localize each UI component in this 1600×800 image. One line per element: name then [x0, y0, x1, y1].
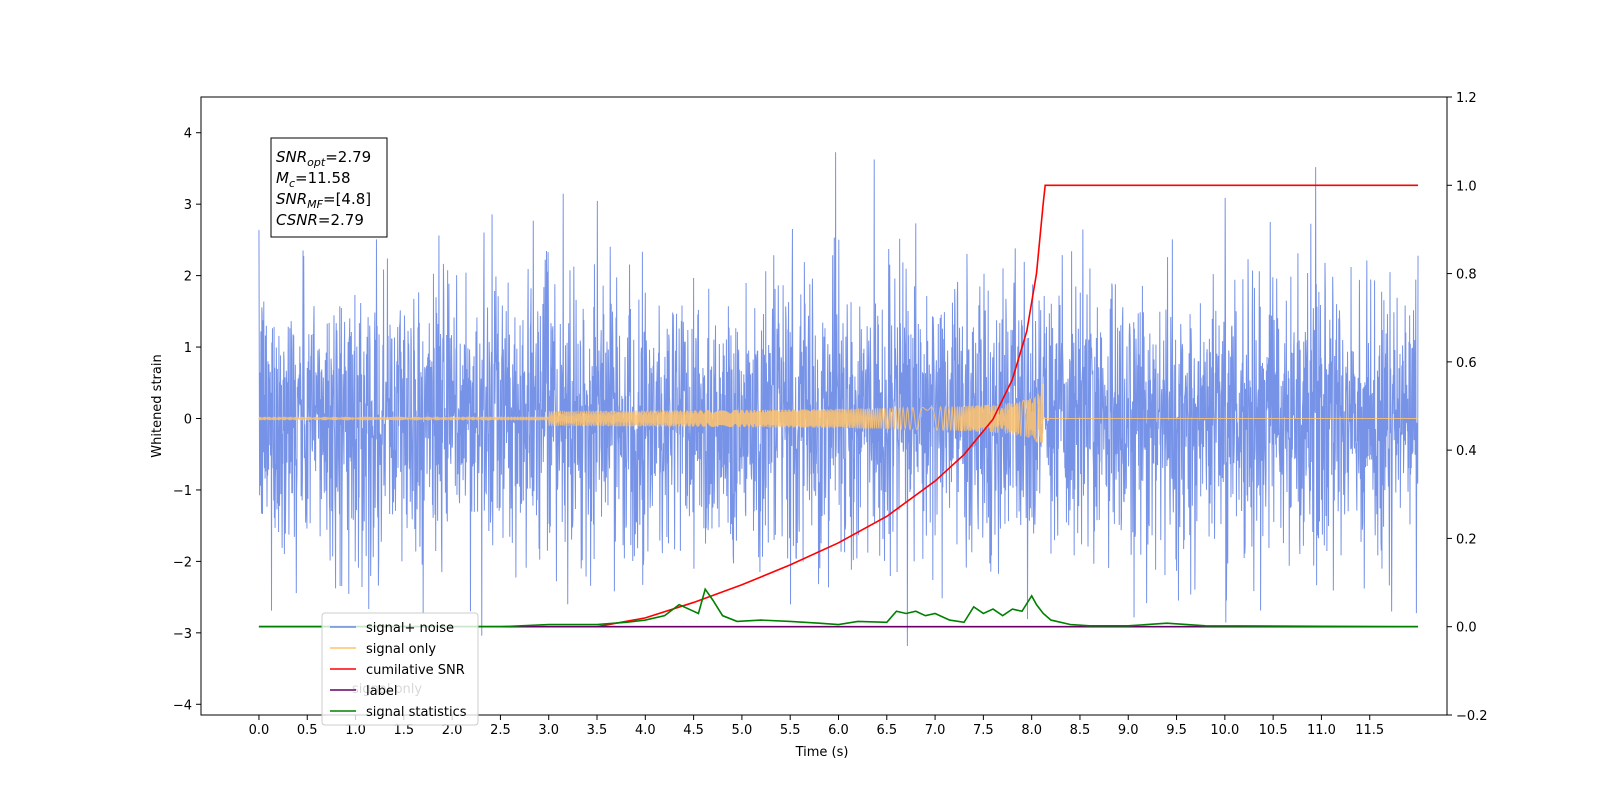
x-tick-label: 5.0	[732, 723, 753, 738]
annotation-line: SNRopt=2.79	[276, 148, 371, 169]
annotation-line: SNRMF=[4.8]	[276, 190, 371, 211]
legend-label: cumilative SNR	[366, 663, 465, 678]
y-axis-left: −4 −3 −2 −1 0 1 2 3 4	[173, 127, 201, 713]
series-signal-only	[258, 383, 1419, 448]
x-tick-label: 1.5	[393, 723, 414, 738]
x-tick-label: 4.0	[635, 723, 656, 738]
x-tick-label: 3.0	[538, 723, 559, 738]
annotation-frame	[270, 137, 388, 238]
y-axis-right: −0.2 0.0 0.2 0.4 0.6 0.8 1.0 1.2	[1447, 91, 1488, 724]
cumulative-snr-line	[258, 184, 1419, 628]
y-right-tick-label: 1.0	[1456, 179, 1477, 194]
y-right-tick-label: 0.0	[1456, 621, 1477, 636]
x-tick-label: 0.5	[297, 723, 318, 738]
y-left-tick-label: 2	[184, 270, 192, 285]
x-tick-label: 4.5	[683, 723, 704, 738]
y-right-tick-label: 0.4	[1456, 444, 1477, 459]
x-tick-label: 5.5	[780, 723, 801, 738]
x-tick-label: 10.0	[1210, 723, 1239, 738]
x-tick-label: 7.0	[925, 723, 946, 738]
x-tick-label: 7.5	[973, 723, 994, 738]
y-right-tick-label: 0.2	[1456, 532, 1477, 547]
y-left-tick-label: −1	[173, 484, 192, 499]
legend-frame	[321, 612, 479, 726]
y-left-tick-label: 0	[184, 413, 192, 428]
x-tick-label: 6.0	[828, 723, 849, 738]
x-tick-label: 2.5	[490, 723, 511, 738]
y-left-tick-label: 3	[184, 198, 192, 213]
legend: signal only signal+ noise signal only cumil…	[321, 612, 479, 726]
x-tick-label: 0.0	[249, 723, 270, 738]
series-signal-statistics	[258, 587, 1419, 628]
x-axis-label: Time (s)	[795, 745, 849, 760]
y-left-tick-label: 1	[184, 341, 192, 356]
y-left-tick-label: 4	[184, 127, 192, 142]
series-signal-noise	[258, 152, 1419, 646]
x-tick-label: 10.5	[1259, 723, 1288, 738]
y-right-tick-label: 0.6	[1456, 356, 1477, 371]
legend-label: signal only	[366, 642, 436, 657]
signal-only-line	[258, 383, 1419, 448]
x-tick-label: 3.5	[587, 723, 608, 738]
x-tick-label: 6.5	[876, 723, 897, 738]
y-axis-label-left: Whitened strain	[150, 354, 165, 457]
plot-frame	[200, 96, 1448, 716]
x-tick-label: 8.5	[1070, 723, 1091, 738]
signal-noise-line	[258, 152, 1419, 646]
legend-hidden-text: signal only	[352, 682, 422, 697]
series-cumulative-snr	[258, 184, 1419, 628]
plot-area	[258, 152, 1419, 646]
x-tick-label: 11.0	[1307, 723, 1336, 738]
x-tick-label: 9.5	[1166, 723, 1187, 738]
x-tick-label: 1.0	[345, 723, 366, 738]
y-left-tick-label: −2	[173, 555, 192, 570]
legend-label: signal+ noise	[366, 621, 454, 636]
x-tick-label: 8.0	[1021, 723, 1042, 738]
y-left-tick-label: −3	[173, 627, 192, 642]
x-tick-label: 9.0	[1118, 723, 1139, 738]
x-axis: 0.0 0.5 1.0 1.5 2.0 2.5 3.0 3.5 4.0 4.5 5.0 5.5 6.0 6…	[249, 715, 1384, 738]
y-right-tick-label: −0.2	[1456, 709, 1488, 724]
y-right-tick-label: 0.8	[1456, 268, 1477, 283]
annotation-line: Mc=11.58	[276, 169, 351, 190]
annotation-line: CSNR=2.79	[276, 211, 364, 229]
x-tick-label: 11.5	[1355, 723, 1384, 738]
legend-label: signal statistics	[366, 705, 467, 720]
y-left-tick-label: −4	[173, 698, 192, 713]
y-right-tick-label: 1.2	[1456, 91, 1477, 106]
x-tick-label: 2.0	[442, 723, 463, 738]
signal-statistics-line	[258, 587, 1419, 628]
legend-label: label	[366, 684, 397, 699]
